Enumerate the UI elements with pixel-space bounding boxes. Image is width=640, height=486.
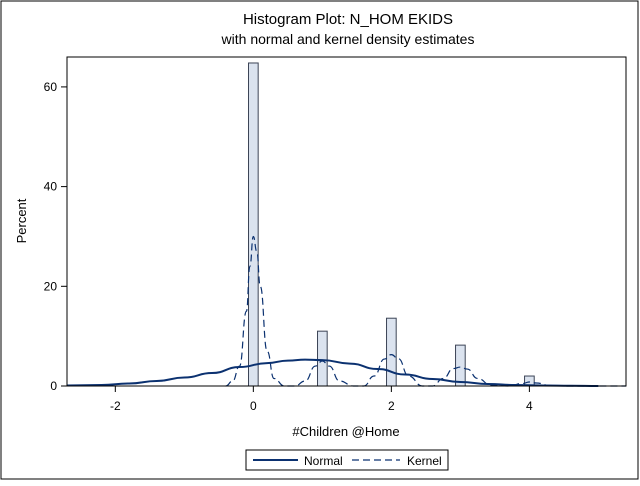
y-tick-label: 40 xyxy=(44,180,58,194)
chart-subtitle: with normal and kernel density estimates xyxy=(221,31,475,47)
y-tick-label: 0 xyxy=(50,379,57,393)
kernel-density-curve xyxy=(225,235,626,387)
normal-density-curve xyxy=(66,358,599,387)
plot-frame xyxy=(66,56,627,387)
x-tick-label: 2 xyxy=(388,399,395,413)
histogram-bar xyxy=(248,62,259,387)
bars-layer xyxy=(248,62,535,387)
density-lines-layer xyxy=(66,235,626,387)
histogram-bar xyxy=(317,330,328,387)
legend-kernel-label: Kernel xyxy=(407,454,442,468)
y-tick-label: 60 xyxy=(44,80,58,94)
histogram-bar xyxy=(386,317,397,387)
x-tick-label: -2 xyxy=(110,399,121,413)
x-axis-label: #Children @Home xyxy=(292,424,399,439)
histogram-bar xyxy=(455,344,466,387)
legend-box xyxy=(245,449,449,471)
chart-title: Histogram Plot: N_HOM EKIDS xyxy=(243,11,453,28)
x-tick-label: 4 xyxy=(526,399,533,413)
y-tick-label: 20 xyxy=(44,279,58,293)
y-axis-label: Percent xyxy=(14,198,29,243)
legend: Normal Kernel xyxy=(245,449,449,471)
legend-normal-label: Normal xyxy=(304,454,343,468)
x-tick-label: 0 xyxy=(250,399,257,413)
